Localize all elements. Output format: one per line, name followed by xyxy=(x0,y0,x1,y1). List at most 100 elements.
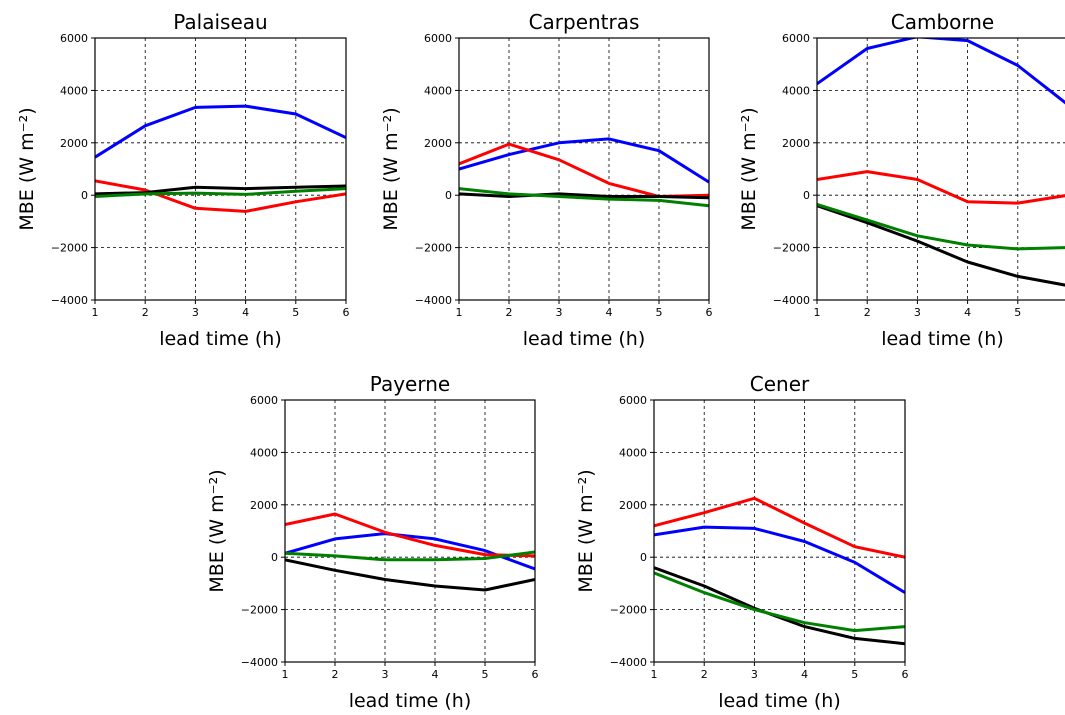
x-axis-label: lead time (h) xyxy=(718,690,841,712)
x-tick-label: 1 xyxy=(456,306,463,319)
y-axis-label: MBE (W m⁻²) xyxy=(16,107,38,230)
chart-title: Camborne xyxy=(891,10,995,34)
y-tick-label: 6000 xyxy=(782,32,810,45)
series-line-3 xyxy=(285,550,535,562)
x-tick-label: 4 xyxy=(606,306,613,319)
chart-title: Carpentras xyxy=(529,10,640,34)
y-tick-label: −4000 xyxy=(773,294,810,307)
y-tick-label: 2000 xyxy=(60,137,88,150)
plot-frame xyxy=(458,37,710,301)
x-tick-label: 5 xyxy=(656,306,663,319)
x-tick-label: 3 xyxy=(556,306,563,319)
x-axis-label: lead time (h) xyxy=(349,690,472,712)
x-tick-label: 2 xyxy=(142,306,149,319)
y-tick-label: −2000 xyxy=(415,242,452,255)
y-tick-label: 0 xyxy=(445,189,452,202)
y-tick-label: −4000 xyxy=(415,294,452,307)
grid xyxy=(817,38,1065,300)
y-tick-label: −2000 xyxy=(241,604,278,617)
y-tick-label: 0 xyxy=(803,189,810,202)
x-tick-label: 2 xyxy=(864,306,871,319)
series-line-0 xyxy=(654,525,905,594)
series-line-0 xyxy=(95,104,346,159)
y-tick-label: 2000 xyxy=(424,137,452,150)
series-line-1 xyxy=(654,496,905,559)
x-tick-label: 1 xyxy=(651,668,658,681)
y-tick-label: 2000 xyxy=(250,499,278,512)
x-tick-label: 6 xyxy=(706,306,713,319)
x-tick-label: 3 xyxy=(192,306,199,319)
y-axis-label: MBE (W m⁻²) xyxy=(738,107,760,230)
x-tick-label: 2 xyxy=(701,668,708,681)
series-line-1 xyxy=(459,142,709,198)
y-tick-label: −4000 xyxy=(610,656,647,669)
y-tick-label: 6000 xyxy=(619,394,647,407)
chart-payerne: 1 2 3 4 5 6 −4000 −2000 0 2000 4000 6000 Payerne lead… xyxy=(206,372,539,712)
grid xyxy=(459,38,709,300)
y-tick-label: 0 xyxy=(81,189,88,202)
x-tick-label: 5 xyxy=(1014,306,1021,319)
series-line-1 xyxy=(817,170,1065,205)
x-tick-label: 1 xyxy=(282,668,289,681)
chart-palaiseau: 1 2 3 4 5 6 −4000 −2000 0 2000 4000 6000 Palaiseau le… xyxy=(16,10,350,350)
y-tick-label: 4000 xyxy=(782,84,810,97)
series-line-3 xyxy=(459,187,709,208)
x-tick-label: 3 xyxy=(914,306,921,319)
y-tick-label: 2000 xyxy=(782,137,810,150)
y-tick-label: 0 xyxy=(640,551,647,564)
chart-camborne: 123456−4000−20000200040006000Cambornelea… xyxy=(738,10,1065,350)
x-tick-label: 6 xyxy=(902,668,909,681)
x-tick-label: 5 xyxy=(851,668,858,681)
grid xyxy=(654,400,905,662)
y-tick-label: −4000 xyxy=(51,294,88,307)
x-tick-label: 4 xyxy=(432,668,439,681)
x-tick-label: 4 xyxy=(964,306,971,319)
x-axis-label: lead time (h) xyxy=(881,328,1004,350)
plot-frame xyxy=(653,399,906,663)
series-line-0 xyxy=(817,38,1065,105)
y-tick-label: 4000 xyxy=(250,446,278,459)
chart-title: Cener xyxy=(750,372,810,396)
y-tick-label: 4000 xyxy=(60,84,88,97)
x-tick-label: 3 xyxy=(751,668,758,681)
x-tick-label: 4 xyxy=(242,306,249,319)
x-tick-label: 2 xyxy=(332,668,339,681)
y-tick-label: 6000 xyxy=(60,32,88,45)
chart-title: Payerne xyxy=(370,372,450,396)
x-tick-label: 5 xyxy=(292,306,299,319)
y-tick-label: 2000 xyxy=(619,499,647,512)
series-line-3 xyxy=(95,187,346,198)
y-tick-label: 6000 xyxy=(424,32,452,45)
series-line-2 xyxy=(285,558,535,592)
y-tick-label: −2000 xyxy=(773,242,810,255)
x-tick-label: 6 xyxy=(343,306,350,319)
y-axis-label: MBE (W m⁻²) xyxy=(380,107,402,230)
series-line-2 xyxy=(459,192,709,200)
chart-cener: 1 2 3 4 5 6 −4000 −2000 0 2000 4000 6000 Cener lead t… xyxy=(575,372,909,712)
y-tick-label: 6000 xyxy=(250,394,278,407)
y-tick-label: 4000 xyxy=(619,446,647,459)
x-tick-label: 5 xyxy=(482,668,489,681)
series-line-1 xyxy=(95,179,346,213)
plot-frame xyxy=(284,399,536,663)
x-tick-label: 1 xyxy=(814,306,821,319)
series-line-2 xyxy=(817,204,1065,287)
y-axis-label: MBE (W m⁻²) xyxy=(575,469,597,592)
plot-frame xyxy=(94,37,347,301)
plot-frame xyxy=(816,37,1065,301)
y-tick-label: 4000 xyxy=(424,84,452,97)
x-tick-label: 4 xyxy=(801,668,808,681)
x-axis-label: lead time (h) xyxy=(159,328,282,350)
x-tick-label: 2 xyxy=(506,306,513,319)
y-tick-label: −2000 xyxy=(610,604,647,617)
series-line-3 xyxy=(654,571,905,633)
series-line-1 xyxy=(285,512,535,558)
grid xyxy=(285,400,535,662)
y-tick-label: 0 xyxy=(271,551,278,564)
x-tick-label: 3 xyxy=(382,668,389,681)
series-line-3 xyxy=(817,202,1065,251)
y-axis-label: MBE (W m⁻²) xyxy=(206,469,228,592)
x-tick-label: 1 xyxy=(92,306,99,319)
y-tick-label: −4000 xyxy=(241,656,278,669)
